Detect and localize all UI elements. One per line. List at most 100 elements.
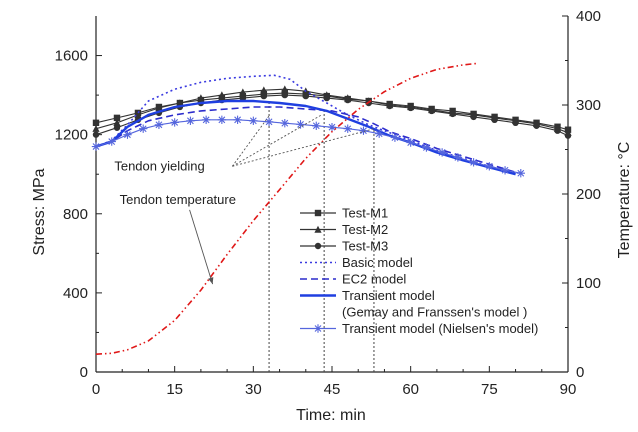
data-point-test-m3 xyxy=(260,92,268,100)
annotation-leader xyxy=(232,128,375,167)
y-tick-label-left: 800 xyxy=(63,206,88,223)
series-line-transient-model xyxy=(95,99,516,176)
series-transient-model xyxy=(95,99,516,176)
data-point-test-m3 xyxy=(491,116,498,124)
yield-guide-lines xyxy=(268,102,375,372)
data-point-transient-model-nielsen-s-model xyxy=(123,130,132,139)
annotation-arrowhead xyxy=(208,277,214,285)
series-line-basic-model xyxy=(95,74,516,174)
series-basic-model xyxy=(95,74,516,174)
data-point-test-m3 xyxy=(470,113,477,121)
series-line-test-m2 xyxy=(95,88,569,134)
data-point-transient-model-nielsen-s-model xyxy=(516,169,525,178)
data-point-transient-model-nielsen-s-model xyxy=(343,124,352,133)
y-axis-label-right: Temperature: °C xyxy=(616,142,633,259)
y-tick-label-right: 0 xyxy=(576,364,584,381)
legend-label: Basic model xyxy=(342,255,413,270)
series-line-test-m3 xyxy=(95,94,569,137)
y-tick-label-left: 1200 xyxy=(55,127,88,144)
annotation-leader xyxy=(189,209,214,285)
annotations: Tendon yielding Tendon temperature xyxy=(114,114,375,285)
data-point-test-m2 xyxy=(239,88,247,96)
legend-marker xyxy=(314,209,322,217)
legend-label: (Gemay and Franssen's model ) xyxy=(342,305,527,320)
data-point-transient-model-nielsen-s-model xyxy=(422,143,431,152)
x-tick-label: 0 xyxy=(92,381,100,398)
data-point-test-m3 xyxy=(512,119,519,127)
data-point-transient-model-nielsen-s-model xyxy=(359,126,368,135)
data-point-test-m1 xyxy=(92,119,100,126)
data-point-test-m3 xyxy=(554,127,561,134)
series-tendon-temperature xyxy=(95,62,479,355)
x-tick-label: 45 xyxy=(324,381,341,398)
data-point-transient-model-nielsen-s-model xyxy=(296,120,305,129)
data-point-test-m3 xyxy=(564,132,572,139)
x-tick-label: 30 xyxy=(245,381,262,398)
data-point-transient-model-nielsen-s-model xyxy=(233,115,242,125)
legend-label: Test-M2 xyxy=(342,222,388,237)
series-line-tendon-temperature xyxy=(95,62,479,355)
data-point-transient-model-nielsen-s-model xyxy=(201,115,211,125)
data-point-transient-model-nielsen-s-model xyxy=(249,116,258,126)
series-line-transient-model-nielsen-s-model xyxy=(95,119,521,174)
data-point-test-m3 xyxy=(239,94,247,102)
data-point-test-m2 xyxy=(155,104,163,112)
data-point-test-m3 xyxy=(386,102,393,110)
data-point-test-m2 xyxy=(218,91,226,99)
series-transient-model-nielsen-s-model xyxy=(91,115,525,178)
legend-marker xyxy=(313,324,323,333)
axes: 0 15 30 45 60 75 90040080012001600010020030040… xyxy=(55,8,601,398)
annotation-leader xyxy=(232,114,322,167)
data-point-transient-model-nielsen-s-model xyxy=(327,122,337,132)
data-point-transient-model-nielsen-s-model xyxy=(91,142,101,151)
x-tick-label: 60 xyxy=(402,381,419,398)
legend-label: Transient model (Nielsen's model) xyxy=(342,321,538,336)
y-tick-label-right: 100 xyxy=(576,275,601,292)
data-point-test-m2 xyxy=(134,111,142,119)
data-point-test-m2 xyxy=(197,94,205,102)
data-point-transient-model-nielsen-s-model xyxy=(264,117,274,127)
data-point-test-m3 xyxy=(344,96,351,104)
data-point-transient-model-nielsen-s-model xyxy=(437,148,447,157)
data-point-transient-model-nielsen-s-model xyxy=(139,124,148,133)
legend-label: EC2 model xyxy=(342,272,406,287)
legend-marker xyxy=(314,242,322,250)
data-point-transient-model-nielsen-s-model xyxy=(186,116,195,126)
annotation-label: Tendon yielding xyxy=(114,158,204,173)
data-point-transient-model-nielsen-s-model xyxy=(485,162,494,171)
data-point-test-m3 xyxy=(428,107,435,115)
data-point-transient-model-nielsen-s-model xyxy=(217,115,227,125)
legend-label: Transient model xyxy=(342,288,435,303)
y-tick-label-right: 300 xyxy=(576,97,601,114)
y-tick-label-left: 0 xyxy=(80,364,88,381)
data-point-transient-model-nielsen-s-model xyxy=(469,158,478,167)
data-point-test-m2 xyxy=(281,85,289,93)
series-line-ec2-model xyxy=(95,106,516,173)
annotation-label: Tendon temperature xyxy=(120,192,236,207)
data-point-transient-model-nielsen-s-model xyxy=(453,153,463,162)
data-point-test-m3 xyxy=(281,91,288,99)
x-axis-label: Time: min xyxy=(296,407,366,424)
series-layer xyxy=(91,62,572,355)
x-tick-label: 15 xyxy=(166,381,183,398)
data-point-test-m3 xyxy=(407,104,414,112)
data-point-test-m3 xyxy=(92,131,100,138)
data-point-transient-model-nielsen-s-model xyxy=(154,120,164,129)
y-tick-label-left: 400 xyxy=(63,285,88,302)
data-point-transient-model-nielsen-s-model xyxy=(312,121,321,130)
y-tick-label-right: 400 xyxy=(576,8,601,25)
data-point-transient-model-nielsen-s-model xyxy=(375,129,384,138)
data-point-test-m3 xyxy=(113,124,121,131)
data-point-transient-model-nielsen-s-model xyxy=(406,138,415,147)
data-point-transient-model-nielsen-s-model xyxy=(280,118,289,128)
x-tick-label: 75 xyxy=(481,381,498,398)
y-tick-label-left: 1600 xyxy=(55,48,88,65)
data-point-transient-model-nielsen-s-model xyxy=(390,133,400,142)
y-tick-label-right: 200 xyxy=(576,186,601,203)
legend-marker xyxy=(314,225,322,233)
data-point-test-m3 xyxy=(449,110,456,118)
data-point-test-m3 xyxy=(323,94,330,102)
x-tick-label: 90 xyxy=(560,381,577,398)
data-point-test-m2 xyxy=(260,86,268,94)
